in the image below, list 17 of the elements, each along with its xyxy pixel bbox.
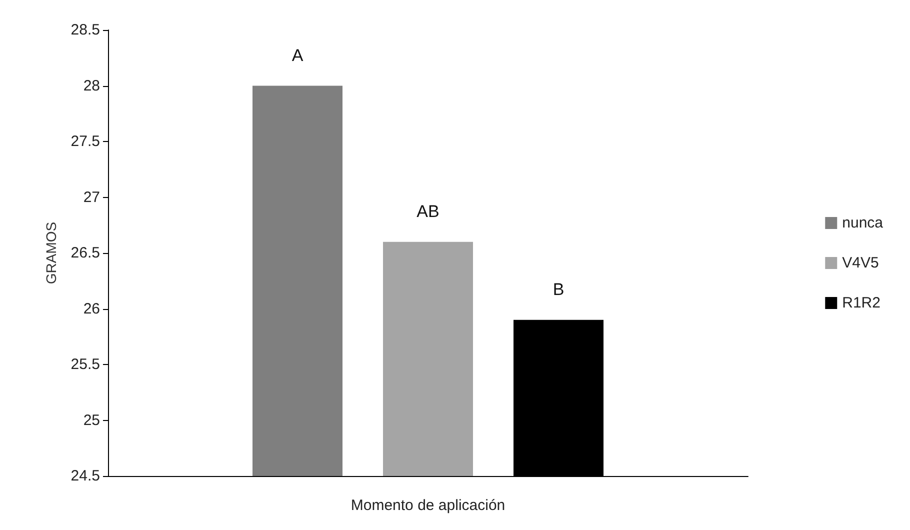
data-label: A [292,46,304,65]
y-tick-label: 24.5 [70,468,100,484]
y-axis-title: GRAMOS [43,222,59,284]
y-tick-label: 26 [83,300,100,318]
data-label: AB [416,202,440,221]
y-tick-label: 27 [83,188,100,206]
legend-label: R1R2 [842,294,880,312]
y-tick-label: 25 [83,412,100,429]
y-tick-label: 27.5 [70,133,100,150]
y-tick-label: 28.5 [70,22,100,38]
y-tick-label: 28 [83,77,100,94]
legend-label: V4V5 [842,254,879,272]
legend-label: nunca [842,214,884,232]
y-tick-label: 26.5 [70,244,100,262]
data-label: B [552,280,564,299]
x-axis-title: Momento de aplicación [350,497,506,514]
y-tick-label: 25.5 [70,356,100,373]
